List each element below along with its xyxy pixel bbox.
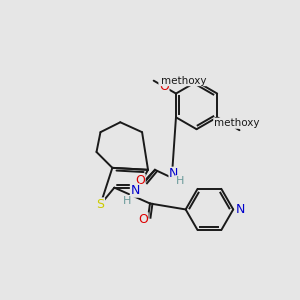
Text: methoxy: methoxy [160, 76, 206, 85]
Text: O: O [224, 118, 234, 131]
Text: N: N [236, 203, 245, 216]
Text: H: H [176, 176, 184, 186]
Text: O: O [135, 174, 145, 187]
Text: O: O [138, 213, 148, 226]
Text: methoxy: methoxy [214, 118, 259, 128]
Text: N: N [130, 184, 140, 197]
Text: S: S [97, 198, 104, 211]
Text: O: O [159, 80, 169, 93]
Text: H: H [123, 196, 131, 206]
Text: N: N [169, 167, 178, 180]
